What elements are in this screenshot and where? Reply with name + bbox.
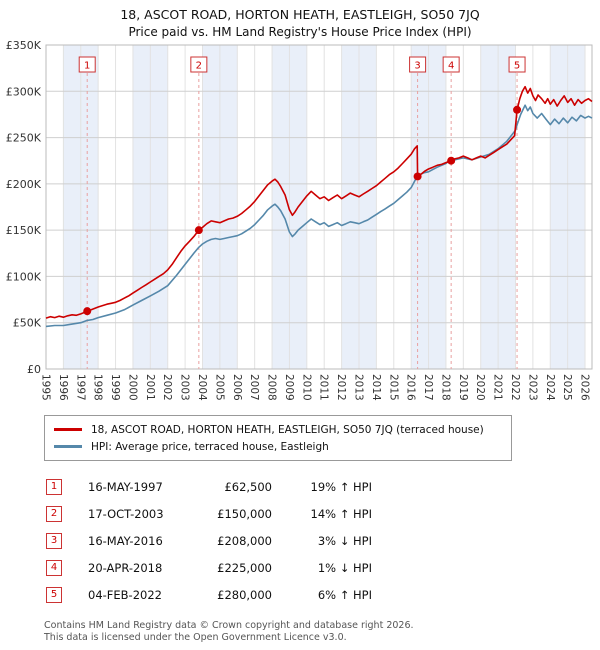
legend-label-property: 18, ASCOT ROAD, HORTON HEATH, EASTLEIGH,… (91, 423, 484, 436)
chart-header: 18, ASCOT ROAD, HORTON HEATH, EASTLEIGH,… (0, 0, 600, 39)
x-axis-tick-label: 2004 (196, 374, 208, 401)
y-axis-tick-label: £100K (6, 270, 42, 283)
transaction-price: £62,500 (224, 479, 272, 494)
sale-marker-box (78, 56, 96, 73)
transaction-price: £208,000 (217, 533, 272, 548)
transaction-row: 1 16-MAY-1997 £62,500 19% ↑ HPI (0, 473, 600, 500)
transaction-date: 17-OCT-2003 (88, 506, 164, 521)
legend-label-hpi: HPI: Average price, terraced house, East… (91, 440, 329, 453)
x-axis-tick-label: 2016 (405, 374, 417, 401)
sale-point-dot (83, 307, 92, 316)
x-axis-tick-label: 1998 (92, 374, 104, 401)
sale-marker-number: 3 (414, 61, 420, 72)
sale-point-dot (413, 172, 422, 181)
x-axis-tick-label: 2021 (492, 374, 504, 401)
x-axis-tick-label: 2006 (231, 374, 243, 401)
transaction-price: £225,000 (217, 560, 272, 575)
y-axis-tick-label: £0 (27, 363, 41, 376)
sale-marker-box (409, 56, 427, 73)
y-axis-tick-label: £350K (6, 39, 42, 52)
transaction-row: 3 16-MAY-2016 £208,000 3% ↓ HPI (0, 527, 600, 554)
x-axis-tick-label: 2000 (126, 374, 138, 401)
x-axis-tick-label: 2017 (422, 374, 434, 401)
x-axis-tick-label: 1997 (74, 374, 86, 401)
y-axis-tick-label: £150K (6, 224, 42, 237)
sale-marker-box (190, 56, 208, 73)
transaction-hpi-comparison: 3% ↓ HPI (317, 533, 372, 548)
x-axis-tick-label: 2013 (352, 374, 364, 401)
transaction-date: 16-MAY-2016 (88, 533, 163, 548)
sale-point-dot (513, 105, 522, 114)
x-axis-tick-label: 2022 (509, 374, 521, 401)
transaction-hpi-comparison: 6% ↑ HPI (317, 587, 372, 602)
transaction-row: 5 04-FEB-2022 £280,000 6% ↑ HPI (0, 581, 600, 608)
x-axis-tick-label: 2002 (161, 374, 173, 401)
x-axis-tick-label: 2011 (318, 374, 330, 401)
x-axis-tick-label: 2025 (561, 374, 573, 401)
y-axis-tick-label: £250K (6, 132, 42, 145)
transaction-number-badge: 3 (46, 532, 62, 549)
x-axis-tick-label: 2005 (213, 374, 225, 401)
x-axis-tick-label: 2026 (579, 374, 591, 401)
transaction-hpi-comparison: 14% ↑ HPI (310, 506, 372, 521)
property-series-line (45, 85, 593, 319)
price-history-chart: 1995 1996 1997 1998 1999 2000 2001 2002 2003 2004… (6, 39, 593, 401)
sale-marker-box (508, 56, 526, 73)
x-axis-tick-label: 2007 (248, 374, 260, 401)
transaction-row: 2 17-OCT-2003 £150,000 14% ↑ HPI (0, 500, 600, 527)
legend-swatch-property (54, 428, 82, 431)
x-axis-tick-label: 2018 (439, 374, 451, 401)
page-subtitle: Price paid vs. HM Land Registry's House … (128, 25, 472, 39)
sale-point-dot (447, 156, 456, 165)
footer-line-1: Contains HM Land Registry data © Crown c… (44, 620, 414, 631)
x-axis-tick-label: 2014 (370, 374, 382, 401)
transaction-number-badge: 4 (46, 559, 62, 576)
y-axis-tick-label: £200K (6, 178, 42, 191)
legend-swatch-hpi (54, 445, 82, 448)
transaction-date: 16-MAY-1997 (88, 479, 163, 494)
x-axis-tick-label: 2010 (300, 374, 312, 401)
x-axis-tick-label: 1995 (40, 374, 52, 401)
x-axis-tick-label: 2008 (266, 374, 278, 401)
x-axis-tick-label: 2020 (474, 374, 486, 401)
transaction-price: £280,000 (217, 587, 272, 602)
sale-marker-number: 1 (84, 61, 90, 72)
x-axis-tick-label: 2009 (283, 374, 295, 401)
transaction-number-badge: 2 (46, 505, 62, 522)
transaction-hpi-comparison: 1% ↓ HPI (317, 560, 372, 575)
license-footer: Contains HM Land Registry data © Crown c… (44, 620, 600, 645)
sale-point-dot (194, 226, 203, 235)
hpi-series-line (45, 104, 593, 328)
x-axis-tick-label: 2015 (387, 374, 399, 401)
sale-marker-box (442, 56, 460, 73)
transaction-date: 20-APR-2018 (88, 560, 163, 575)
x-axis-tick-label: 1999 (109, 374, 121, 401)
x-axis-tick-label: 2023 (526, 374, 538, 401)
footer-line-2: This data is licensed under the Open Gov… (44, 632, 347, 644)
transactions-table: 1 16-MAY-1997 £62,500 19% ↑ HPI 2 17-OCT… (0, 473, 600, 608)
plot-border (45, 44, 593, 370)
transaction-number-badge: 5 (46, 586, 62, 603)
legend-item-property: 18, ASCOT ROAD, HORTON HEATH, EASTLEIGH,… (54, 421, 502, 438)
x-axis-tick-label: 1996 (57, 374, 69, 401)
page-title: 18, ASCOT ROAD, HORTON HEATH, EASTLEIGH,… (120, 7, 480, 22)
legend-item-hpi: HPI: Average price, terraced house, East… (54, 438, 502, 455)
y-axis-tick-label: £50K (13, 317, 42, 330)
sale-marker-number: 5 (514, 61, 520, 72)
transaction-price: £150,000 (217, 506, 272, 521)
transaction-row: 4 20-APR-2018 £225,000 1% ↓ HPI (0, 554, 600, 581)
transaction-date: 04-FEB-2022 (88, 587, 162, 602)
x-axis-tick-label: 2024 (544, 374, 556, 401)
x-axis-tick-label: 2012 (335, 374, 347, 401)
chart-legend: 18, ASCOT ROAD, HORTON HEATH, EASTLEIGH,… (44, 415, 512, 461)
x-axis-tick-label: 2019 (457, 374, 469, 401)
sale-marker-number: 4 (448, 61, 454, 72)
y-axis-tick-label: £300K (6, 85, 42, 98)
transaction-hpi-comparison: 19% ↑ HPI (310, 479, 372, 494)
x-axis-tick-label: 2001 (144, 374, 156, 401)
x-axis-tick-label: 2003 (179, 374, 191, 401)
sale-marker-number: 2 (196, 61, 202, 72)
transaction-number-badge: 1 (46, 478, 62, 495)
